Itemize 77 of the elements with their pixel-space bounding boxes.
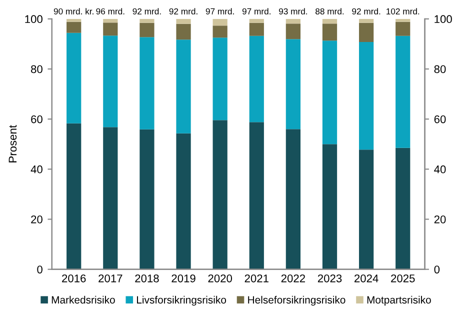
legend-label: Livsforsikringsrisiko [137,296,226,306]
bar [396,148,410,270]
y-tick-label: 20 [31,216,42,224]
bar [140,129,154,270]
x-tick-label: 2024 [354,274,378,282]
x-tick-label: 2018 [135,274,159,282]
annotation: 93 mrd. [279,8,308,14]
bar [212,38,228,120]
y-tick-label: 60 [31,115,42,124]
y2-tick-label: 60 [434,115,446,124]
bar [176,18,191,24]
annotation: 92 mrd. [132,8,161,14]
y-tick-label: 0 [37,266,42,274]
bar [249,18,264,23]
y-tick-label: 40 [30,165,42,174]
bar [140,22,154,38]
bar [359,150,374,270]
x-tick-label: 2025 [391,274,415,282]
x-tick-label: 2019 [172,274,196,282]
annotation: 88 mrd. [316,8,344,14]
x-tick-label: 2017 [98,274,122,282]
bar [176,133,191,270]
bar [322,144,338,270]
y2-tick-label: 80 [434,65,446,74]
x-tick-label: 2020 [208,274,232,282]
legend-label: Markedsrisiko [52,296,115,304]
bar [66,22,82,33]
bar [66,18,82,22]
bar [286,129,301,270]
bar [359,42,374,150]
legend-label: Motpartsrisiko [367,296,431,306]
bar [176,40,191,134]
annotation: 92 mrd. [169,8,198,14]
bar [286,24,301,40]
y-tick-label: 100 [25,15,42,24]
bar [396,22,410,36]
x-tick-label: 2021 [244,274,268,282]
bar [103,127,118,270]
bar [396,18,410,22]
annotation: 97 mrd. [242,8,270,14]
bar [176,24,191,40]
bar [249,22,264,36]
legend-label: Helseforsikringsrisiko [248,296,346,306]
bar [212,18,228,26]
y2-tick-label: 40 [434,165,446,174]
x-tick-label: 2016 [62,274,86,282]
annotation: 102 mrd. [386,8,420,14]
bar [103,22,118,36]
bar [396,36,410,148]
bar [140,18,154,23]
bar [359,18,374,23]
bar [103,18,118,23]
bar [322,18,338,24]
bar [66,123,82,270]
bar [286,18,301,24]
y2-tick-label: 20 [434,216,446,224]
bar [249,122,264,270]
annotation: 97 mrd. [206,8,234,14]
bar [286,39,301,130]
y2-tick-label: 100 [434,15,452,24]
x-tick-label: 2023 [318,274,342,282]
bar [212,26,228,38]
y-axis-title: Prosent [8,125,17,162]
bar [66,32,82,124]
bar [322,24,338,41]
bar [249,36,264,122]
annotation: 92 mrd. [352,8,380,14]
bar [359,22,374,42]
annotation: 96 mrd. [96,8,124,14]
bar [103,36,118,128]
x-tick-label: 2022 [281,274,305,282]
y-tick-label: 80 [31,65,42,74]
y2-tick-label: 0 [434,266,440,274]
bar [140,37,154,130]
bar [322,40,338,144]
bar [212,120,228,270]
annotation: 90 mrd. kr. [54,8,94,14]
